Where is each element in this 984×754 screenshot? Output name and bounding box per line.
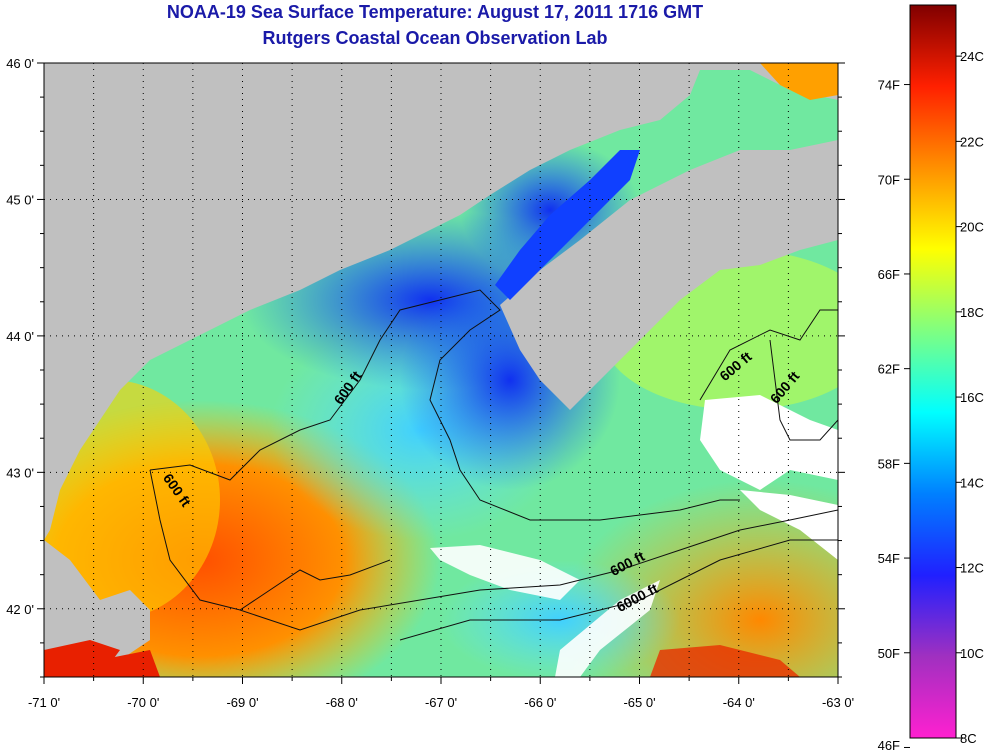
- colorbar-c-label: 18C: [960, 305, 984, 320]
- land-mainland: [44, 63, 838, 540]
- colorbar-f-label: 54F: [878, 551, 900, 566]
- lon-label: -63 0': [822, 695, 854, 710]
- colorbar-c-label: 22C: [960, 134, 984, 149]
- lat-label: 43 0': [6, 465, 34, 480]
- axis-ticks: [37, 62, 845, 684]
- longitude-labels: -71 0' -70 0' -69 0' -68 0' -67 0' -66 0' -65 …: [28, 695, 854, 710]
- lat-lon-grid: [44, 63, 838, 677]
- colorbar-celsius-labels: 24C 22C 20C 18C 16C 14C 12C 10C 8C: [956, 49, 984, 746]
- cloud-patch: [700, 395, 838, 490]
- colorbar-f-label: 74F: [878, 78, 900, 93]
- colorbar-c-label: 24C: [960, 49, 984, 64]
- lat-label: 44 0': [6, 329, 34, 344]
- colorbar-f-label: 70F: [878, 172, 900, 187]
- lon-label: -68 0': [326, 695, 358, 710]
- colorbar-c-label: 14C: [960, 475, 984, 490]
- lon-label: -65 0': [623, 695, 655, 710]
- lon-label: -67 0': [425, 695, 457, 710]
- lon-label: -64 0': [723, 695, 755, 710]
- temperature-colorbar: [909, 4, 957, 739]
- colorbar-f-label: 62F: [878, 362, 900, 377]
- land-nova-scotia: [500, 140, 838, 410]
- map-subtitle: Rutgers Coastal Ocean Observation Lab: [262, 28, 608, 48]
- colorbar-c-label: 16C: [960, 390, 984, 405]
- colorbar-f-label: 46F: [878, 738, 900, 753]
- colorbar-f-label: 58F: [878, 456, 900, 471]
- lon-label: -70 0': [127, 695, 159, 710]
- colorbar-c-label: 8C: [960, 731, 977, 746]
- lon-label: -66 0': [524, 695, 556, 710]
- lat-label: 45 0': [6, 192, 34, 207]
- colorbar-c-label: 10C: [960, 646, 984, 661]
- colorbar-f-label: 66F: [878, 267, 900, 282]
- lat-label: 42 0': [6, 602, 34, 617]
- lon-label: -69 0': [226, 695, 258, 710]
- sea-surface-field: [44, 63, 838, 677]
- colorbar-fahrenheit-labels: 74F 70F 66F 62F 58F 54F 50F 46F: [878, 78, 910, 753]
- latitude-labels: 46 0' 45 0' 44 0' 43 0' 42 0': [6, 56, 34, 617]
- colorbar-c-label: 20C: [960, 220, 984, 235]
- lon-label: -71 0': [28, 695, 60, 710]
- map-title: NOAA-19 Sea Surface Temperature: August …: [166, 2, 704, 22]
- colorbar-f-label: 50F: [878, 646, 900, 661]
- lat-label: 46 0': [6, 56, 34, 71]
- colorbar-c-label: 12C: [960, 561, 984, 576]
